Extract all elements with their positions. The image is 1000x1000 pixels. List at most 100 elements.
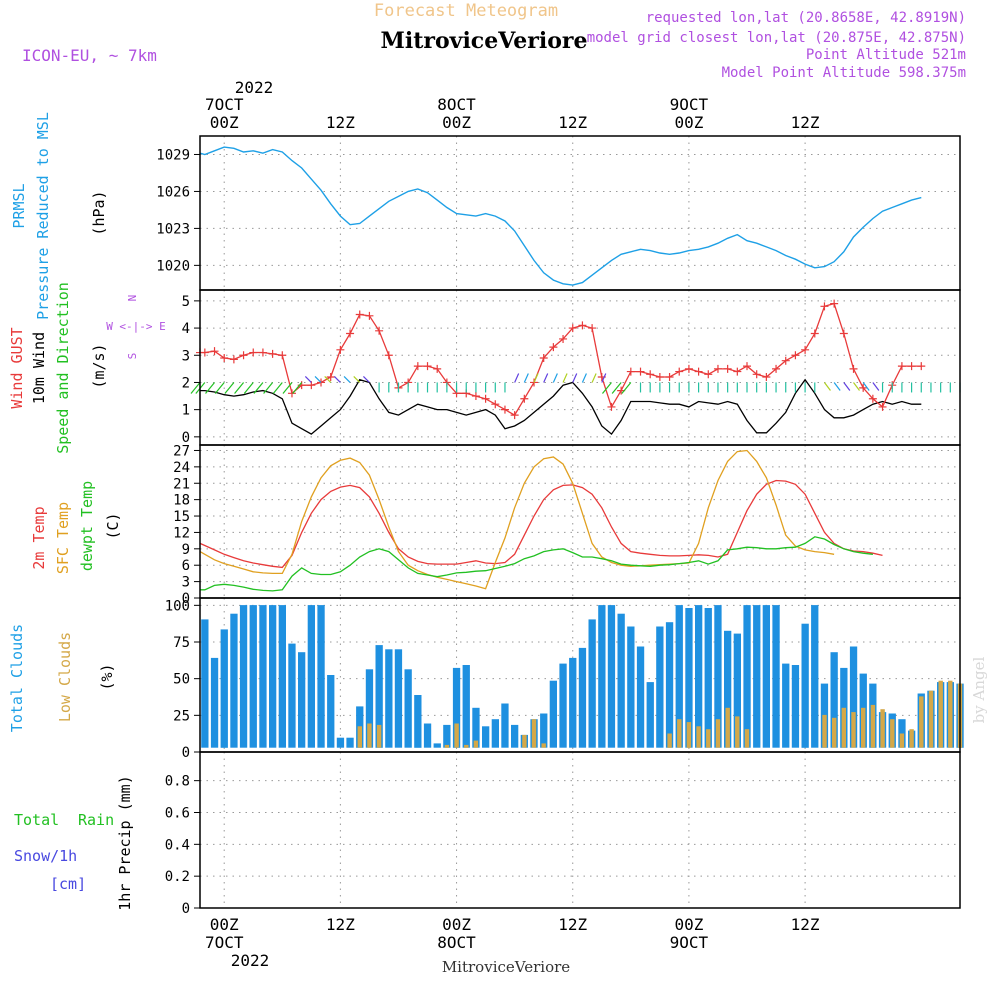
subtitle: Forecast Meteogram (374, 1, 558, 21)
wind-label: 10m Wind (30, 332, 48, 404)
low-cloud-bar (715, 719, 721, 748)
pressure-label-msl: Pressure Reduced to MSL (34, 112, 52, 320)
wind-direction-arrow (243, 382, 254, 394)
low-cloud-bar (890, 719, 895, 748)
total-cloud-bar (452, 667, 461, 748)
total-cloud-bar (210, 657, 219, 748)
total-cloud-bar (578, 647, 587, 748)
total-cloud-bar (646, 682, 654, 748)
gust-marker (481, 394, 490, 403)
total-cloud-bar (607, 605, 616, 748)
temp-tick-label: 21 (173, 476, 190, 492)
precip-tick-label: 0.6 (165, 805, 190, 821)
total-cloud-bar (443, 724, 451, 748)
low-cloud-bar (744, 729, 750, 748)
low-cloud-bar (861, 707, 866, 748)
low-cloud-bar (880, 709, 885, 748)
total-cloud-bar (404, 669, 412, 748)
total-cloud-bar (830, 652, 838, 748)
bottom-time-label: 00Z (442, 915, 471, 934)
gust-marker (820, 302, 829, 311)
low-cloud-bar (454, 723, 459, 748)
total-cloud-bar (288, 643, 296, 748)
gust-marker (568, 324, 577, 333)
gust-marker (655, 373, 664, 382)
gust-marker (307, 381, 316, 390)
bottom-date-label: 9OCT (670, 933, 709, 952)
gust-marker (471, 392, 480, 401)
cloud-tick-label: 75 (173, 635, 190, 651)
gust-marker (713, 364, 722, 373)
top-time-label: 00Z (674, 113, 703, 132)
gust-marker (578, 321, 587, 330)
credit-watermark: by Angel (970, 656, 988, 723)
total-cloud-bar (588, 619, 596, 748)
total-cloud-bar (482, 726, 490, 748)
footer-location: MitroviceVeriore (442, 958, 570, 976)
gust-marker (781, 356, 790, 365)
low-cloud-bar (357, 726, 362, 748)
total-cloud-bar (724, 630, 732, 748)
total-cloud-bar (772, 605, 780, 748)
wind-direction-arrow (833, 382, 841, 391)
total-cloud-bar (743, 605, 751, 748)
cloud-unit: (%) (98, 663, 116, 690)
gust-marker (849, 364, 858, 373)
wind-direction-arrow (224, 382, 235, 394)
gust-marker (917, 362, 926, 371)
precip-axis-label: 1hr Precip (mm) (116, 775, 134, 910)
low-cloud-bar (928, 690, 934, 748)
precip-tick-label: 0 (182, 901, 190, 917)
low-cloud-bar (870, 704, 876, 748)
total-cloud-bar (559, 663, 567, 748)
total-cloud-bar (569, 657, 577, 748)
total-cloud-bar (298, 652, 306, 748)
wind-direction-arrow (263, 382, 274, 394)
wind-direction-arrow (514, 373, 520, 383)
dewpt-line (200, 536, 873, 592)
total-cloud-bar (898, 719, 906, 748)
gust-marker (791, 351, 800, 360)
low-cloud-bar (444, 744, 450, 748)
gust-marker (801, 345, 810, 354)
low-cloud-bar (531, 719, 537, 748)
temp-unit: (C) (104, 512, 122, 539)
total-cloud-bar (685, 608, 693, 748)
grid-layer (200, 136, 960, 909)
top-time-label: 12Z (558, 113, 587, 132)
bottom-date-label: 7OCT (205, 933, 244, 952)
total-cloud-bar (462, 665, 470, 748)
total-cloud-bar (472, 707, 480, 748)
pressure-tick-label: 1023 (156, 221, 190, 237)
low-cloud-bar (464, 744, 469, 748)
total-cloud-bar (511, 724, 519, 748)
bottom-date-label: 8OCT (437, 933, 476, 952)
model-altitude: Model Point Altitude 598.375m (722, 65, 966, 81)
wind-direction-arrow (523, 373, 529, 383)
wind-direction-arrow (292, 382, 303, 394)
gust-marker (897, 362, 906, 371)
sfc-temp-label: SFC Temp (54, 502, 72, 574)
bottom-year: 2022 (231, 951, 270, 970)
top-time-label: 00Z (210, 113, 239, 132)
temp-tick-label: 9 (182, 542, 190, 558)
gust-marker (384, 351, 393, 360)
precip-tick-label: 0.8 (165, 774, 190, 790)
top-time-label: 12Z (326, 113, 355, 132)
total-cloud-bar (327, 675, 335, 748)
low-cloud-bar (667, 733, 672, 748)
bottom-time-label: 00Z (674, 915, 703, 934)
total-cloud-bar (385, 649, 393, 748)
bottom-time-label: 12Z (326, 915, 355, 934)
temp-2m-line (199, 479, 883, 569)
total-cloud-bar (753, 605, 761, 748)
total-cloud-bar (433, 743, 441, 748)
wind-direction-arrow (190, 382, 201, 394)
wind-tick-label: 0 (182, 430, 190, 446)
low-cloud-bar (948, 680, 953, 748)
sfc-temp-line (199, 449, 835, 590)
total-cloud-bar (501, 703, 509, 748)
bottom-time-label: 12Z (558, 915, 587, 934)
gust-marker (200, 348, 209, 357)
total-cloud-bar (239, 605, 248, 748)
